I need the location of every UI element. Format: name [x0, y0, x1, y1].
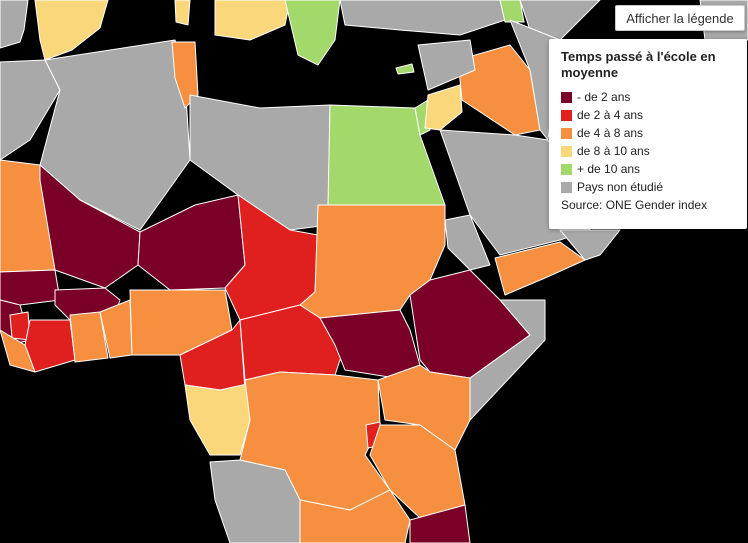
region-turkey[interactable]	[339, 0, 506, 36]
region-mozambique[interactable]	[409, 504, 471, 543]
region-ghana[interactable]	[69, 311, 109, 363]
legend-item: de 4 à 8 ans	[561, 124, 735, 142]
region-israel-jordan[interactable]	[424, 84, 463, 131]
legend-swatch	[561, 145, 572, 157]
legend-label: de 4 à 8 ans	[577, 126, 644, 140]
show-legend-button[interactable]: Afficher la légende	[615, 5, 745, 31]
legend-label: - de 2 ans	[577, 90, 631, 104]
region-georgia[interactable]	[499, 0, 525, 23]
legend-label: de 8 à 10 ans	[577, 144, 650, 158]
region-eritrea[interactable]	[444, 214, 491, 271]
region-sudan[interactable]	[299, 204, 446, 319]
region-morocco[interactable]	[0, 59, 61, 161]
legend-swatch	[561, 163, 572, 175]
region-syria[interactable]	[417, 39, 476, 91]
region-iran[interactable]	[509, 19, 561, 141]
region-cyprus[interactable]	[395, 63, 415, 75]
legend-item: de 2 à 4 ans	[561, 106, 735, 124]
legend-title: Temps passé à l'école en moyenne	[561, 49, 716, 80]
region-cote-divoire[interactable]	[24, 319, 76, 373]
region-egypt[interactable]	[327, 104, 446, 206]
legend-item: + de 10 ans	[561, 160, 735, 178]
legend-source: Source: ONE Gender index	[561, 198, 708, 212]
region-oman[interactable]	[559, 229, 621, 261]
legend-list: - de 2 ans de 2 à 4 ans de 4 à 8 ans de 8 à…	[561, 88, 735, 196]
legend-swatch	[561, 91, 572, 103]
region-yemen[interactable]	[494, 241, 586, 296]
legend-swatch	[561, 109, 572, 121]
region-italy[interactable]	[174, 0, 191, 26]
region-uganda-kenya[interactable]	[377, 364, 471, 451]
legend-swatch	[561, 127, 572, 139]
legend-label: de 2 à 4 ans	[577, 108, 644, 122]
map-legend: Temps passé à l'école en moyenne - de 2 …	[549, 39, 747, 229]
region-liberia[interactable]	[0, 329, 36, 373]
region-greece[interactable]	[284, 0, 341, 66]
region-north-left[interactable]	[0, 0, 29, 49]
region-balkans[interactable]	[214, 0, 291, 41]
legend-item: Pays non étudié	[561, 178, 735, 196]
legend-swatch	[561, 181, 572, 193]
legend-label: + de 10 ans	[577, 162, 641, 176]
region-gabon-congo-yellow[interactable]	[184, 379, 266, 456]
region-senegal[interactable]	[0, 269, 61, 306]
region-iberia[interactable]	[34, 0, 109, 61]
legend-label: Pays non étudié	[577, 180, 664, 194]
legend-item: - de 2 ans	[561, 88, 735, 106]
region-angola[interactable]	[209, 459, 301, 543]
legend-item: de 8 à 10 ans	[561, 142, 735, 160]
region-libya[interactable]	[189, 94, 331, 231]
region-mali[interactable]	[39, 164, 141, 289]
